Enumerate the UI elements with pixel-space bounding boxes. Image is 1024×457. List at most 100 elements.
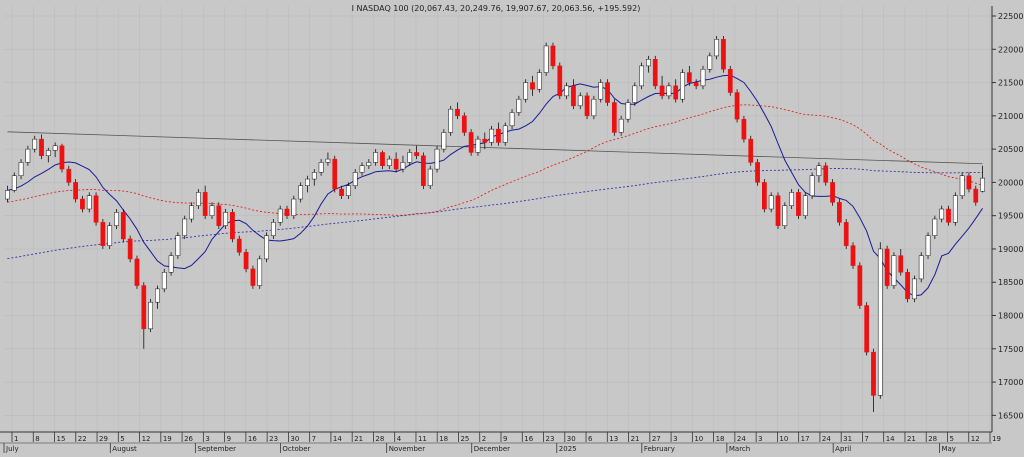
candle-body [393,158,399,170]
candle [359,162,365,176]
candle-body [591,98,597,117]
candle-body [284,208,290,216]
candle-body [516,98,522,113]
candle-body [502,125,508,143]
candle [693,79,699,90]
candle [837,199,842,226]
candle-body [441,132,447,150]
candle [311,169,317,186]
candle [25,145,31,166]
x-tick-label: 29 [99,435,108,443]
candle [700,65,706,90]
candle-body [611,102,617,133]
candle [639,62,644,90]
y-tick-label: 18500 [998,278,1023,287]
x-tick-label: 30 [290,435,299,443]
candle [680,69,685,103]
candle-body [618,118,624,133]
candle [346,182,351,200]
candle [748,135,754,166]
candle [618,115,624,136]
candle [243,248,249,273]
candle-body [584,95,590,117]
candle-body [877,248,883,396]
candle [189,202,194,223]
candle [973,185,979,206]
candle [564,82,569,100]
candle [39,134,44,160]
candle-body [727,68,733,93]
candle-body [421,155,426,186]
candle-body [168,255,174,273]
x-tick-label: 21 [631,435,640,443]
candle-body [66,168,72,183]
candle-body [291,198,297,216]
candle [714,35,719,60]
candle-body [741,118,747,140]
candle [918,252,924,283]
candle-body [352,172,358,186]
x-tick-label: 1 [14,435,18,443]
month-label: 2025 [559,445,577,453]
x-axis-ticks: 1 8 15 22 29 5 12 19 26 3 9 16 23 30 7 14 21 28 4 11 18 25 2 9 1… [0,432,1001,453]
candle [93,192,99,226]
candle [850,242,856,269]
candle [175,232,181,259]
candle [652,55,658,90]
x-tick-label: 3 [673,435,677,443]
candle-body [884,248,890,286]
candle [216,202,222,229]
candle [530,75,535,96]
candle-body [748,138,754,163]
candle [789,189,795,210]
candle [18,159,24,180]
candle-body [550,45,556,67]
candle [414,145,419,160]
x-tick-label: 10 [694,435,703,443]
candle-body [134,258,140,286]
y-tick-label: 17500 [998,345,1023,354]
candle [536,69,542,93]
candle [100,219,106,249]
candle [502,122,508,146]
y-tick-label: 16500 [998,411,1023,420]
candle [543,42,549,76]
candle [830,179,835,206]
candle [421,152,426,190]
candle [912,275,917,303]
x-tick-label: 7 [312,435,316,443]
candle-body [448,108,454,133]
candle [407,149,413,166]
x-tick-label: 22 [78,435,87,443]
candle [298,182,304,203]
candle-body [427,168,433,186]
candle [796,189,801,219]
candle [843,219,849,249]
candle [468,129,474,156]
month-label: July [5,445,19,453]
candle-body [380,152,385,166]
candle-body [223,212,228,226]
candle [775,192,781,229]
x-tick-label: 2 [482,435,486,443]
x-tick-label: 3 [758,435,762,443]
candle-body [891,255,897,286]
candle [959,172,965,200]
x-tick-label: 31 [843,435,852,443]
x-tick-label: 24 [737,435,746,443]
candle-body [693,82,699,87]
candle [516,95,522,116]
candle-body [407,152,413,163]
candle-body [298,185,304,200]
candle-body [755,162,760,183]
candle-body [768,195,774,210]
candle [741,115,747,143]
candle [891,252,897,289]
candle [291,195,297,219]
candle-body [639,65,644,87]
candle-body [530,82,535,90]
month-label: February [644,445,675,453]
candle [155,285,160,309]
candle [577,92,583,110]
